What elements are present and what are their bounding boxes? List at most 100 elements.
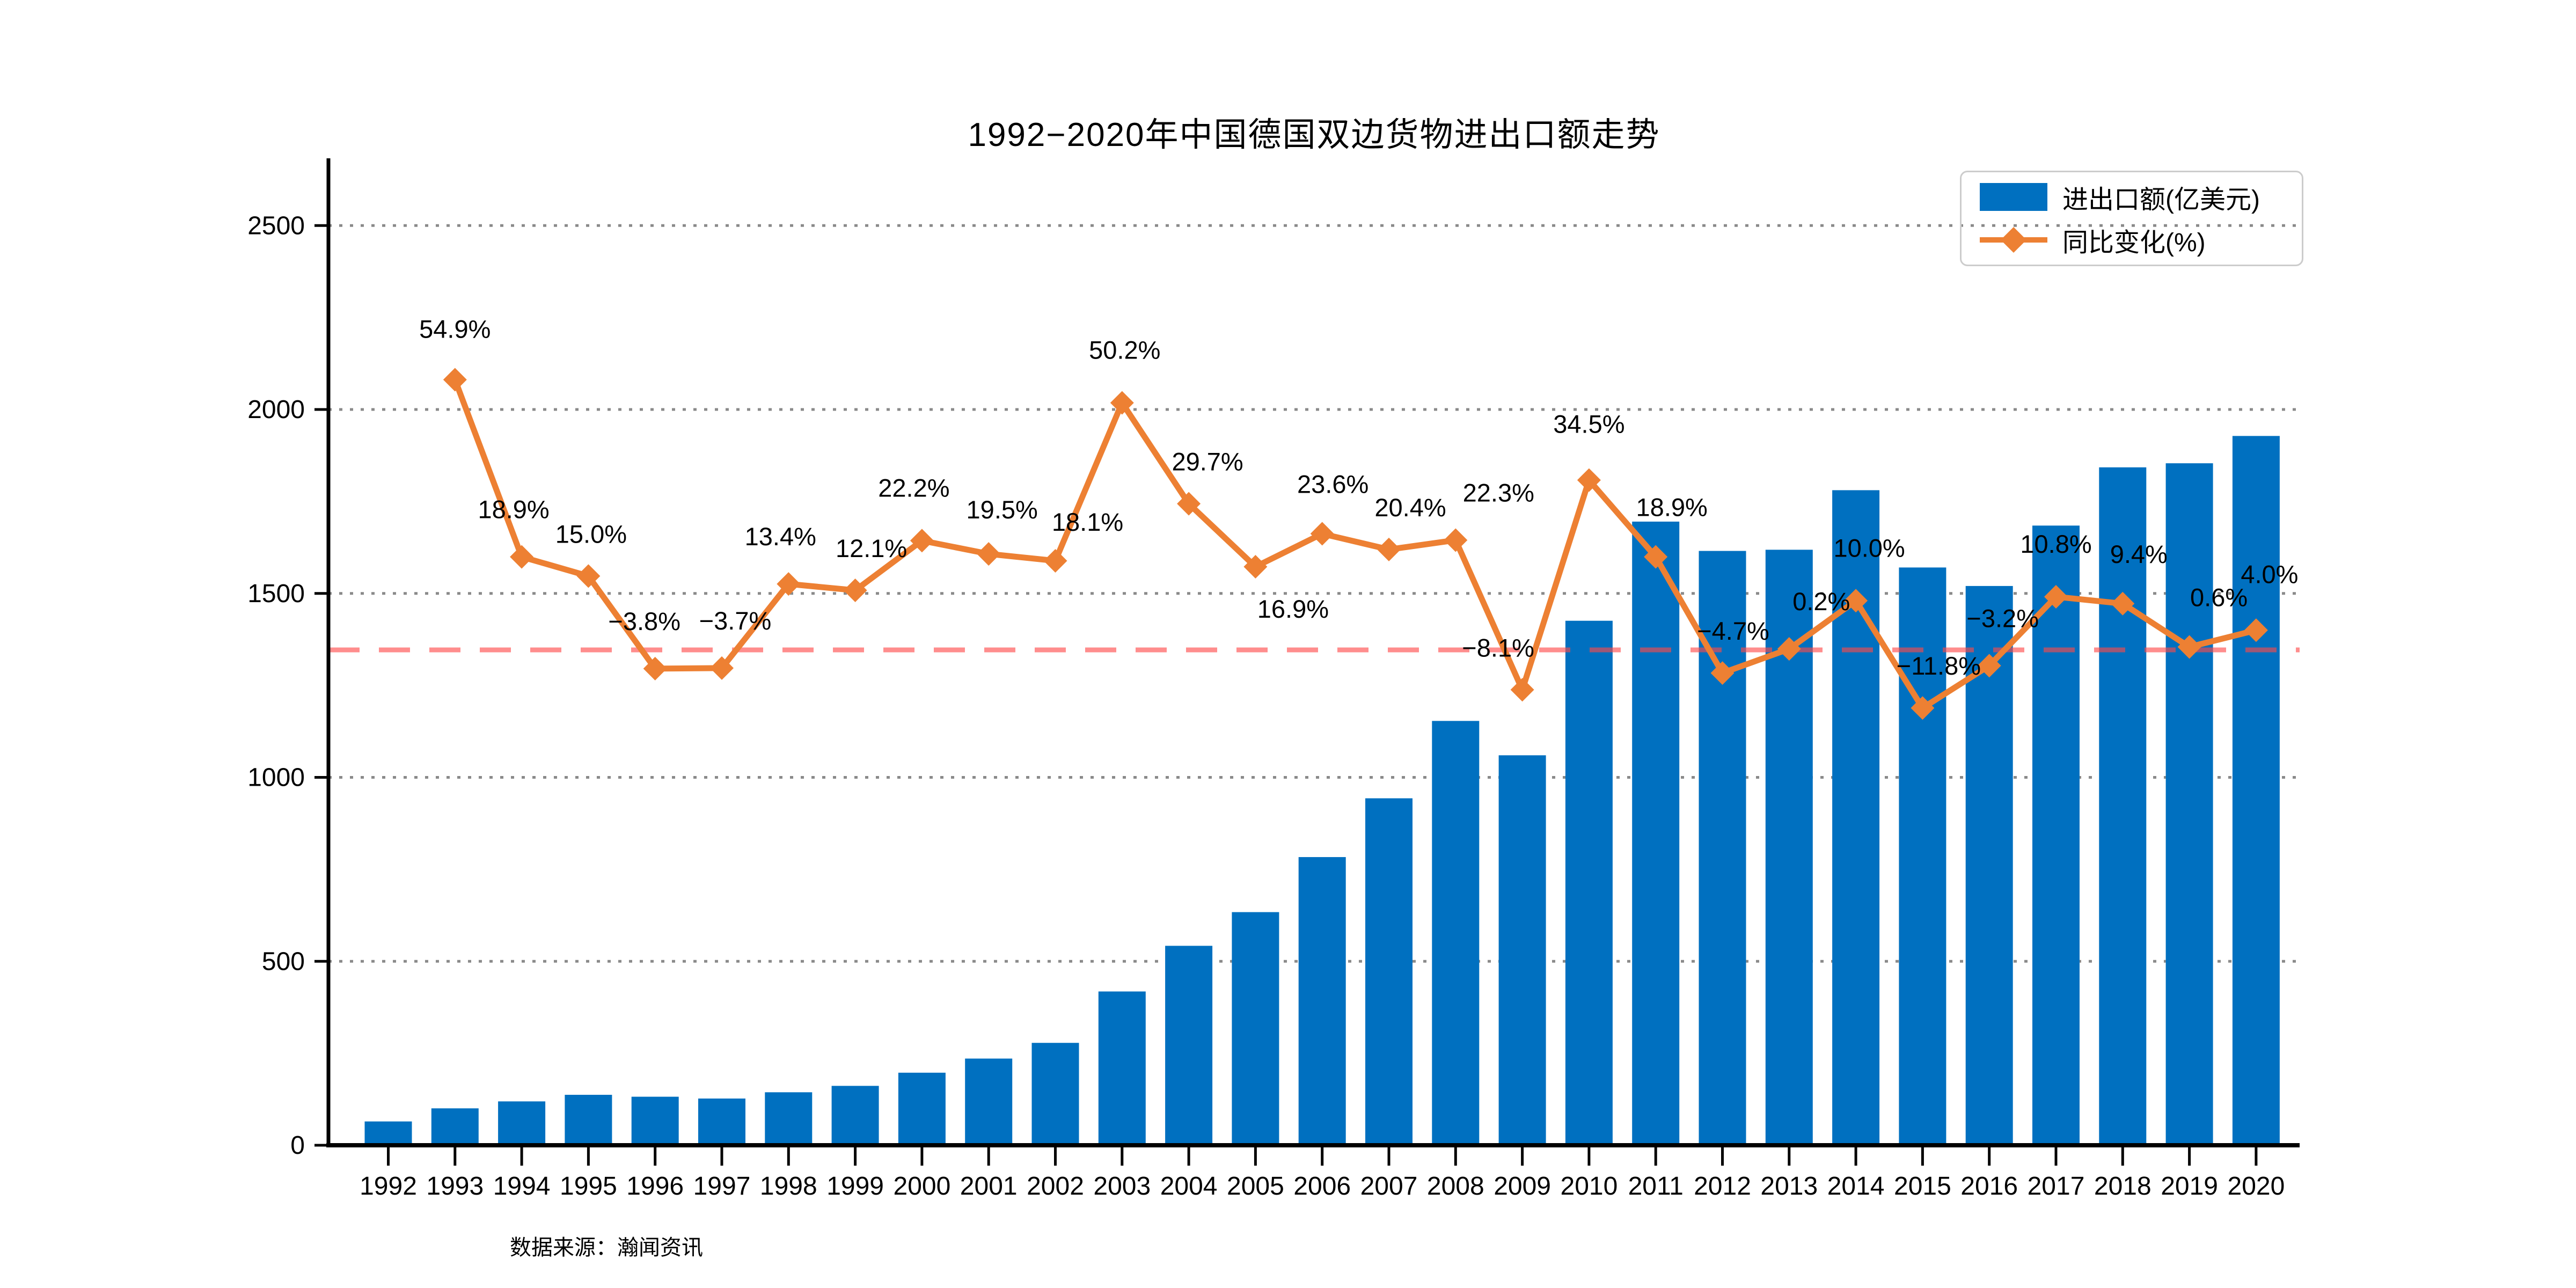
point-label-2006: 23.6% bbox=[1297, 470, 1368, 499]
bar-2010 bbox=[1565, 620, 1613, 1145]
marker-2007 bbox=[1377, 537, 1401, 561]
point-label-2002: 18.1% bbox=[1052, 508, 1123, 536]
point-label-1998: 13.4% bbox=[745, 522, 816, 551]
y-tick-label-2000: 2000 bbox=[247, 396, 305, 424]
x-tick-label-2011: 2011 bbox=[1628, 1172, 1684, 1201]
x-tick-label-1999: 1999 bbox=[826, 1172, 884, 1201]
x-tick-label-2005: 2005 bbox=[1227, 1172, 1284, 1201]
marker-1994 bbox=[510, 545, 534, 569]
yoy-line bbox=[452, 378, 2257, 711]
point-label-2016: −3.2% bbox=[1966, 604, 2039, 632]
point-label-2019: 0.6% bbox=[2190, 583, 2248, 611]
x-tick-label-2017: 2017 bbox=[2028, 1172, 2085, 1201]
marker-2019 bbox=[2177, 635, 2201, 659]
point-label-2001: 19.5% bbox=[967, 495, 1038, 524]
legend-label-bar: 进出口额(亿美元) bbox=[2062, 186, 2260, 214]
bar-2008 bbox=[1432, 721, 1480, 1145]
bar-2016 bbox=[1965, 586, 2013, 1145]
marker-2008 bbox=[1444, 528, 1468, 552]
x-tick-label-1998: 1998 bbox=[760, 1172, 817, 1201]
bar-2006 bbox=[1298, 857, 1346, 1145]
legend-label-line: 同比变化(%) bbox=[2062, 229, 2206, 257]
bar-2009 bbox=[1498, 755, 1546, 1145]
bar-series-swatch-icon bbox=[1980, 183, 2047, 211]
marker-2017 bbox=[2044, 584, 2068, 609]
x-tick-label-2003: 2003 bbox=[1093, 1172, 1151, 1201]
bar-1998 bbox=[765, 1092, 813, 1145]
bar-2017 bbox=[2032, 525, 2080, 1146]
bar-1994 bbox=[498, 1101, 546, 1145]
point-label-2009: −8.1% bbox=[1462, 633, 1534, 662]
point-label-1994: 18.9% bbox=[478, 495, 549, 524]
marker-2012 bbox=[1710, 661, 1735, 685]
marker-2015 bbox=[1911, 696, 1935, 720]
x-tick-label-2016: 2016 bbox=[1960, 1172, 2018, 1201]
x-tick-label-1995: 1995 bbox=[560, 1172, 617, 1201]
bar-1993 bbox=[431, 1108, 479, 1145]
marker-2010 bbox=[1577, 468, 1601, 492]
x-tick-label-1997: 1997 bbox=[693, 1172, 751, 1201]
marker-1996 bbox=[643, 656, 667, 680]
bar-2001 bbox=[965, 1058, 1013, 1145]
source-note: 数据来源：瀚闻资讯 bbox=[510, 1236, 703, 1260]
bar-1995 bbox=[565, 1095, 612, 1145]
legend-entry-line: 同比变化(%) bbox=[1962, 221, 2302, 259]
marker-2005 bbox=[1243, 554, 1268, 579]
bar-2003 bbox=[1098, 991, 1146, 1145]
bar-1997 bbox=[698, 1098, 745, 1145]
x-tick-label-1993: 1993 bbox=[426, 1172, 484, 1201]
chart-title: 1992−2020年中国德国双边货物进出口额走势 bbox=[968, 116, 1660, 153]
marker-2014 bbox=[1844, 589, 1868, 613]
y-tick-label-1000: 1000 bbox=[247, 764, 305, 792]
point-label-2004: 29.7% bbox=[1172, 448, 1243, 476]
x-tick-label-2006: 2006 bbox=[1293, 1172, 1351, 1201]
bar-1999 bbox=[831, 1086, 879, 1145]
marker-2018 bbox=[2111, 591, 2135, 616]
marker-1993 bbox=[443, 368, 467, 392]
point-label-2012: −4.7% bbox=[1697, 617, 1769, 645]
bar-2000 bbox=[898, 1072, 946, 1145]
point-label-2013: 0.2% bbox=[1792, 587, 1850, 616]
point-label-1995: 15.0% bbox=[555, 519, 627, 548]
x-tick-label-1996: 1996 bbox=[626, 1172, 684, 1201]
bar-2018 bbox=[2099, 467, 2147, 1146]
point-label-2007: 20.4% bbox=[1374, 493, 1446, 522]
x-tick-label-2004: 2004 bbox=[1160, 1172, 1218, 1201]
marker-1999 bbox=[843, 579, 867, 603]
bar-2019 bbox=[2165, 463, 2213, 1145]
point-label-1999: 12.1% bbox=[836, 534, 907, 562]
point-label-2020: 4.0% bbox=[2241, 560, 2298, 588]
point-label-2008: 22.3% bbox=[1463, 478, 1534, 507]
x-tick-label-2002: 2002 bbox=[1027, 1172, 1084, 1201]
bar-2020 bbox=[2232, 436, 2280, 1146]
bar-2007 bbox=[1365, 798, 1413, 1145]
point-label-2018: 9.4% bbox=[2110, 540, 2168, 568]
marker-2016 bbox=[1977, 654, 2001, 678]
x-tick-label-2000: 2000 bbox=[894, 1172, 951, 1201]
point-label-1996: −3.8% bbox=[608, 607, 680, 635]
x-tick-label-1992: 1992 bbox=[360, 1172, 417, 1201]
point-label-1993: 54.9% bbox=[419, 314, 491, 343]
marker-2009 bbox=[1510, 678, 1534, 702]
x-tick-label-2019: 2019 bbox=[2161, 1172, 2218, 1201]
x-tick-label-2015: 2015 bbox=[1894, 1172, 1951, 1201]
x-tick-label-2018: 2018 bbox=[2094, 1172, 2151, 1201]
marker-2003 bbox=[1110, 391, 1134, 415]
x-tick-label-2020: 2020 bbox=[2228, 1172, 2285, 1201]
marker-2004 bbox=[1177, 492, 1201, 516]
line-series-swatch-icon bbox=[1980, 226, 2047, 254]
marker-2013 bbox=[1777, 637, 1801, 661]
marker-2001 bbox=[977, 542, 1001, 566]
bar-1996 bbox=[631, 1096, 679, 1145]
bar-2005 bbox=[1232, 912, 1279, 1145]
y-tick-label-1500: 1500 bbox=[247, 580, 305, 608]
x-tick-label-2007: 2007 bbox=[1360, 1172, 1418, 1201]
bar-2002 bbox=[1031, 1043, 1079, 1145]
point-label-2017: 10.8% bbox=[2020, 530, 2091, 558]
marker-2006 bbox=[1310, 522, 1334, 546]
x-tick-label-2013: 2013 bbox=[1760, 1172, 1818, 1201]
bar-2011 bbox=[1632, 521, 1680, 1145]
bar-1992 bbox=[364, 1121, 412, 1145]
point-label-2000: 22.2% bbox=[878, 473, 949, 502]
